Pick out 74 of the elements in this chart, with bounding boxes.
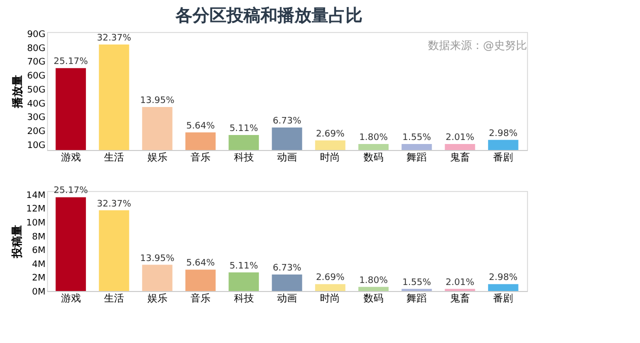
y-tick-label: 10G (27, 140, 46, 151)
annotation: 1.55% (402, 133, 432, 144)
y-tick-label: 2M (32, 274, 46, 284)
annotation: 6.73% (272, 116, 302, 127)
x-tick-label: 番剧 (493, 152, 514, 164)
annotation: 2.01% (446, 278, 475, 288)
x-tick-label: 数码 (363, 294, 384, 304)
annotation: 5.11% (229, 124, 258, 134)
y-tick-label: 20G (27, 127, 46, 138)
bar (228, 272, 259, 291)
annotation: 1.80% (359, 276, 388, 286)
bar (315, 284, 346, 291)
x-tick-label: 动画 (277, 294, 297, 304)
y-tick-label: 12M (26, 204, 46, 215)
bar (56, 197, 86, 291)
y-tick-label: 30G (27, 113, 46, 124)
annotation: 1.55% (402, 278, 432, 288)
annotation: 2.69% (316, 273, 345, 284)
annotation: 6.73% (272, 263, 302, 274)
annotation: 数据来源：@史努比 (428, 39, 527, 52)
annotation: 13.95% (140, 254, 175, 264)
x-tick-label: 舞蹈 (406, 152, 427, 164)
annotation: 5.64% (186, 258, 216, 269)
annotation: 5.64% (186, 121, 216, 132)
annotation: 32.37% (96, 199, 132, 210)
x-tick-label: 音乐 (190, 292, 211, 304)
annotation: 5.11% (229, 261, 258, 272)
x-tick-label: 数码 (363, 152, 384, 164)
bar (185, 270, 216, 291)
x-tick-label: 时尚 (320, 292, 340, 304)
y-tick-label: 40G (27, 99, 46, 110)
x-tick-label: 科技 (234, 292, 254, 304)
bar (98, 210, 130, 291)
annotation: 1.80% (359, 133, 388, 144)
y-tick-label: 6M (32, 246, 46, 256)
bar (272, 274, 302, 291)
x-tick-label: 生活 (104, 152, 124, 164)
y-axis-title: 投稿量 (10, 225, 24, 259)
annotation: 2.98% (488, 128, 518, 139)
y-tick-label: 60G (27, 72, 46, 82)
x-tick-label: 鬼畜 (450, 292, 470, 304)
y-axis-title: 播放量 (11, 75, 24, 109)
annotation: 2.69% (316, 129, 345, 140)
y-tick-label: 50G (27, 85, 46, 96)
x-tick-label: 游戏 (60, 292, 81, 304)
y-tick-label: 80G (27, 44, 46, 54)
annotation: 25.17% (54, 57, 88, 68)
x-tick-label: 生活 (104, 292, 124, 304)
y-tick-label: 0M (32, 288, 46, 298)
x-tick-label: 鬼畜 (450, 152, 470, 164)
x-tick-label: 音乐 (190, 152, 211, 164)
y-tick-label: 70G (27, 58, 46, 68)
x-tick-label: 娱乐 (147, 292, 168, 304)
annotation: 2.01% (446, 133, 475, 144)
x-tick-label: 科技 (234, 152, 254, 164)
bar (142, 264, 172, 291)
chart-title: 各分区投稿和播放量占比 (174, 6, 362, 26)
x-tick-label: 游戏 (60, 152, 81, 164)
x-tick-label: 动画 (277, 152, 297, 164)
x-tick-label: 舞蹈 (406, 292, 427, 304)
y-tick-label: 4M (32, 260, 46, 270)
annotation: 25.17% (54, 186, 88, 196)
y-tick-label: 14M (26, 190, 46, 201)
x-tick-label: 时尚 (320, 152, 340, 164)
y-tick-label: 10M (26, 218, 46, 229)
bar (358, 286, 389, 291)
y-tick-label: 90G (27, 30, 46, 40)
annotation: 32.37% (96, 33, 132, 44)
y-tick-label: 8M (32, 232, 46, 242)
x-tick-label: 番剧 (493, 292, 514, 304)
annotation: 13.95% (140, 96, 175, 106)
x-tick-label: 娱乐 (147, 152, 168, 164)
annotation: 2.98% (488, 273, 518, 284)
bar (488, 284, 518, 291)
